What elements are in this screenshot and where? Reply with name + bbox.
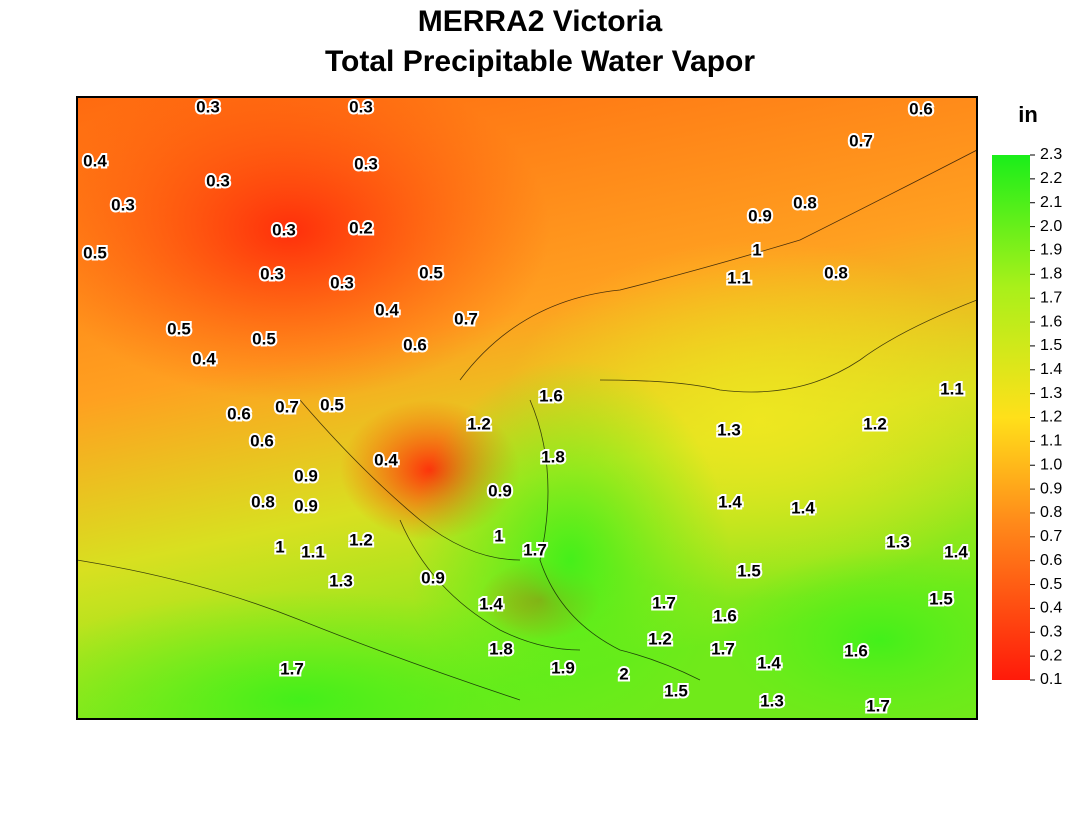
colorbar-tick-label: 0.6 (1040, 552, 1062, 569)
contour-label: 0.2 (349, 218, 373, 237)
contour-label: 1 (494, 526, 503, 545)
contour-label: 0.7 (849, 131, 873, 150)
contour-label: 1.1 (727, 268, 751, 287)
contour-label: 0.9 (294, 496, 318, 515)
colorbar-tick-label: 1.3 (1040, 385, 1062, 402)
contour-label: 0.6 (227, 404, 251, 423)
contour-label: 0.6 (250, 431, 274, 450)
colorbar-tick-label: 2.0 (1040, 218, 1062, 235)
contour-label: 0.4 (374, 450, 398, 469)
colorbar-tick-label: 1.7 (1040, 289, 1062, 306)
title-line: MERRA2 Victoria (418, 5, 663, 38)
contour-label: 1.2 (863, 414, 887, 433)
contour-label: 0.4 (192, 349, 216, 368)
colorbar-tick-label: 1.1 (1040, 433, 1062, 450)
contour-label: 0.3 (354, 154, 378, 173)
contour-label: 1.8 (489, 639, 513, 658)
contour-label: 0.5 (419, 263, 443, 282)
contour-label: 0.8 (824, 263, 848, 282)
contour-label: 1.6 (844, 641, 868, 660)
contour-label: 0.4 (83, 151, 107, 170)
contour-label: 2 (619, 664, 628, 683)
contour-label: 0.3 (349, 97, 373, 116)
colorbar-tick-label: 0.8 (1040, 504, 1062, 521)
contour-label: 0.4 (375, 300, 399, 319)
colorbar-tick-label: 1.9 (1040, 242, 1062, 259)
contour-label: 0.5 (83, 243, 107, 262)
contour-label: 1.4 (944, 542, 968, 561)
contour-label: 1.3 (717, 420, 741, 439)
contour-label: 1.7 (711, 639, 735, 658)
contour-label: 1.7 (652, 593, 676, 612)
colorbar-tick-label: 0.1 (1040, 671, 1062, 688)
contour-label: 0.3 (330, 273, 354, 292)
contour-label: 1 (275, 537, 284, 556)
contour-label: 1.2 (349, 530, 373, 549)
contour-label: 1.6 (539, 386, 563, 405)
colorbar-tick-label: 1.0 (1040, 456, 1062, 473)
contour-label: 1.1 (940, 379, 964, 398)
colorbar-tick-label: 0.5 (1040, 576, 1062, 593)
contour-label: 0.9 (748, 206, 772, 225)
contour-label: 1 (752, 240, 761, 259)
colorbar-tick-label: 2.3 (1040, 146, 1062, 163)
colorbar-tick-label: 1.8 (1040, 266, 1062, 283)
colorbar-tick-label: 1.4 (1040, 361, 1062, 378)
colorbar-tick-label: 0.2 (1040, 647, 1062, 664)
colorbar-tick-label: 2.1 (1040, 194, 1062, 211)
contour-label: 1.4 (718, 492, 742, 511)
colorbar-tick-label: 1.2 (1040, 409, 1062, 426)
contour-label: 0.9 (294, 466, 318, 485)
contour-label: 1.3 (329, 571, 353, 590)
contour-label: 0.3 (206, 171, 230, 190)
title-line: Total Precipitable Water Vapor (325, 45, 755, 78)
contour-label: 1.3 (886, 532, 910, 551)
colorbar-tick-label: 0.4 (1040, 600, 1062, 617)
colorbar-tick-label: 0.3 (1040, 623, 1062, 640)
contour-label: 0.9 (488, 481, 512, 500)
colorbar-tick-label: 1.5 (1040, 337, 1062, 354)
contour-label: 1.1 (301, 542, 325, 561)
contour-label: 0.3 (196, 97, 220, 116)
colorbar (992, 155, 1030, 680)
contour-label: 1.2 (467, 414, 491, 433)
contour-label: 1.4 (479, 594, 503, 613)
contour-label: 0.7 (275, 397, 299, 416)
colorbar-tick-label: 2.2 (1040, 170, 1062, 187)
contour-label: 0.6 (403, 335, 427, 354)
colorbar-tick-label: 0.9 (1040, 480, 1062, 497)
contour-label: 1.7 (866, 696, 890, 715)
colorbar-tick-label: 1.6 (1040, 313, 1062, 330)
colorbar-tick-label: 0.7 (1040, 528, 1062, 545)
contour-label: 1.6 (713, 606, 737, 625)
contour-label: 1.9 (551, 658, 575, 677)
contour-label: 1.7 (280, 659, 304, 678)
contour-label: 0.5 (167, 319, 191, 338)
contour-label: 1.5 (929, 589, 953, 608)
contour-label: 0.8 (251, 492, 275, 511)
contour-label: 0.3 (260, 264, 284, 283)
contour-label: 1.4 (791, 498, 815, 517)
contour-label: 1.4 (757, 653, 781, 672)
contour-label: 0.5 (320, 395, 344, 414)
contour-label: 0.8 (793, 193, 817, 212)
contour-label: 1.5 (664, 681, 688, 700)
map-frame (76, 96, 978, 720)
contour-label: 1.3 (760, 691, 784, 710)
map-field (77, 97, 977, 719)
contour-label: 1.7 (523, 540, 547, 559)
contour-label: 1.2 (648, 629, 672, 648)
contour-label: 0.3 (272, 220, 296, 239)
contour-label: 1.5 (737, 561, 761, 580)
contour-label: 1.8 (541, 447, 565, 466)
contour-label: 0.5 (252, 329, 276, 348)
contour-label: 0.6 (909, 99, 933, 118)
colorbar-unit: in (1018, 102, 1038, 127)
contour-label: 0.7 (454, 309, 478, 328)
contour-label: 0.3 (111, 195, 135, 214)
contour-label: 0.9 (421, 568, 445, 587)
